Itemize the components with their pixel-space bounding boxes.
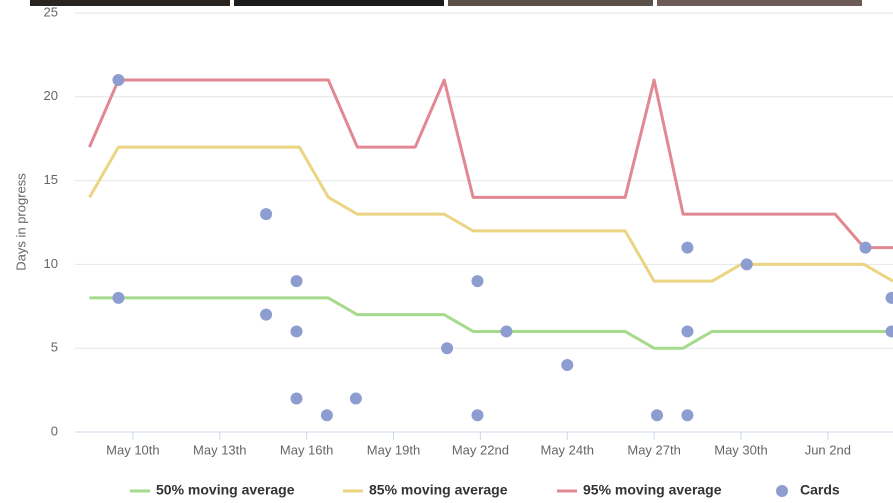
legend-label: Cards: [800, 482, 840, 498]
card-point: [112, 74, 124, 86]
legend-label: 95% moving average: [583, 482, 722, 498]
legend-label: 50% moving average: [156, 482, 295, 498]
y-tick-label: 15: [44, 172, 58, 187]
y-tick-label: 0: [51, 423, 58, 438]
legend-symbol: [776, 485, 788, 497]
card-point: [260, 309, 272, 321]
card-point: [681, 242, 693, 254]
y-tick-label: 20: [44, 88, 58, 103]
video-strip: [30, 0, 862, 6]
x-tick-label: May 30th: [714, 442, 767, 457]
x-tick-label: May 10th: [106, 442, 159, 457]
card-point: [321, 409, 333, 421]
card-point: [886, 292, 893, 304]
card-point: [886, 325, 893, 337]
card-point: [561, 359, 573, 371]
card-point: [500, 325, 512, 337]
chart: Days in progress 0 5 10 15 20 25 May 10th May 1…: [0, 0, 893, 503]
card-point: [859, 242, 871, 254]
x-tick-label: May 22nd: [452, 442, 509, 457]
x-tick-label: May 27th: [627, 442, 680, 457]
card-point: [112, 292, 124, 304]
card-point: [741, 258, 753, 270]
card-point: [291, 275, 303, 287]
x-tick-label: Jun 2nd: [805, 442, 851, 457]
card-point: [441, 342, 453, 354]
x-tick-label: May 16th: [280, 442, 333, 457]
card-point: [681, 409, 693, 421]
card-point: [291, 392, 303, 404]
card-point: [350, 392, 362, 404]
card-point: [651, 409, 663, 421]
x-tick-label: May 19th: [367, 442, 420, 457]
moving-average-line: [89, 80, 893, 248]
x-tick-label: May 24th: [541, 442, 594, 457]
moving-average-line: [89, 298, 893, 348]
card-point: [681, 325, 693, 337]
y-tick-label: 25: [44, 4, 58, 19]
y-tick-label: 10: [44, 256, 58, 271]
card-point: [291, 325, 303, 337]
card-point: [471, 275, 483, 287]
card-point: [471, 409, 483, 421]
card-point: [260, 208, 272, 220]
y-tick-label: 5: [51, 340, 58, 355]
y-axis-label: Days in progress: [13, 173, 28, 271]
x-tick-label: May 13th: [193, 442, 246, 457]
legend-label: 85% moving average: [369, 482, 508, 498]
